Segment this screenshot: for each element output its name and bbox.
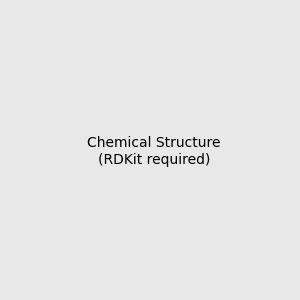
Text: Chemical Structure
(RDKit required): Chemical Structure (RDKit required): [87, 136, 220, 166]
